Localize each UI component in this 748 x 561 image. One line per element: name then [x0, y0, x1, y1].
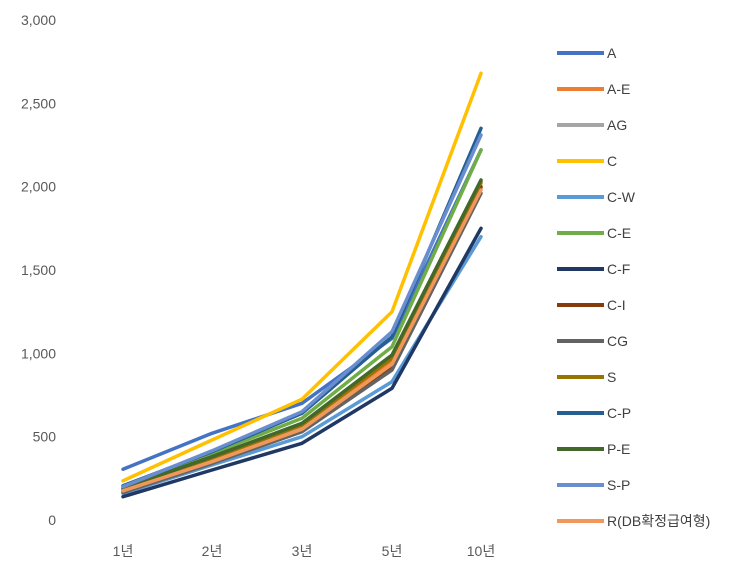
legend-label: C-P: [607, 405, 631, 421]
legend-label: C: [607, 153, 617, 169]
legend-item: AG: [557, 117, 627, 133]
y-axis-ticks: 0 500 1,000 1,500 2,000 2,500 3,000: [21, 12, 56, 528]
legend-label: CG: [607, 333, 628, 349]
legend-label: AG: [607, 117, 627, 133]
series-line: [121, 133, 483, 489]
legend-item: A-E: [557, 81, 630, 97]
legend-item: R(DB확정급여형): [557, 513, 710, 529]
series-line: [121, 186, 483, 493]
x-tick-label: 2년: [202, 543, 223, 559]
legend-item: P-E: [557, 441, 630, 457]
series-line: [121, 226, 483, 499]
y-tick-label: 2,500: [21, 95, 56, 111]
legend-label: C-I: [607, 297, 626, 313]
x-tick-label: 1년: [113, 543, 134, 559]
legend-label: A-E: [607, 81, 630, 97]
legend-item: A: [557, 45, 617, 61]
legend-item: C-F: [557, 261, 630, 277]
legend: A A-E AG C C-W C-E C-F C-I CG S C-P P-E S-P R(DB확정급여형…: [557, 45, 710, 529]
x-tick-label: 5년: [382, 543, 403, 559]
legend-item: C: [557, 153, 617, 169]
y-tick-label: 1,000: [21, 345, 56, 361]
legend-item: C-E: [557, 225, 631, 241]
legend-item: C-P: [557, 405, 631, 421]
series-lines: [121, 71, 483, 499]
legend-label: C-F: [607, 261, 630, 277]
series-line: [121, 178, 483, 491]
legend-label: S-P: [607, 477, 630, 493]
series-line: [121, 188, 483, 493]
legend-item: C-I: [557, 297, 626, 313]
legend-label: R(DB확정급여형): [607, 513, 710, 529]
legend-item: C-W: [557, 189, 636, 205]
y-tick-label: 0: [48, 512, 56, 528]
series-line: [121, 71, 483, 483]
y-tick-label: 500: [33, 429, 57, 445]
legend-item: S-P: [557, 477, 630, 493]
series-line: [121, 148, 483, 471]
y-tick-label: 2,000: [21, 179, 56, 195]
legend-label: A: [607, 45, 617, 61]
legend-label: C-E: [607, 225, 631, 241]
y-tick-label: 1,500: [21, 262, 56, 278]
legend-item: S: [557, 369, 616, 385]
y-tick-label: 3,000: [21, 12, 56, 28]
x-tick-label: 10년: [467, 543, 495, 559]
legend-label: C-W: [607, 189, 636, 205]
legend-label: P-E: [607, 441, 630, 457]
legend-item: CG: [557, 333, 628, 349]
x-axis-ticks: 1년 2년 3년 5년 10년: [113, 543, 496, 559]
x-tick-label: 3년: [292, 543, 313, 559]
legend-label: S: [607, 369, 616, 385]
